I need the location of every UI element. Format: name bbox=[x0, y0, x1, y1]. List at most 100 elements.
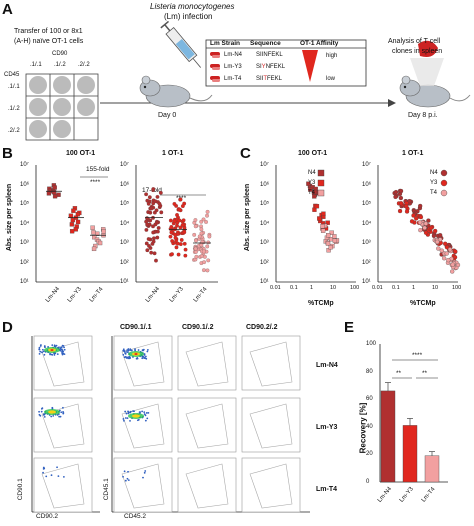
panel-e-sig-left: ** bbox=[396, 370, 402, 377]
panel-c-point bbox=[325, 241, 331, 246]
panel-c-point bbox=[398, 195, 404, 201]
panel-b-point bbox=[177, 207, 182, 212]
panel-b-point bbox=[148, 210, 153, 215]
panel-b-ytick-left: 10¹ bbox=[20, 279, 29, 285]
panel-c-ytick-right: 10³ bbox=[362, 240, 371, 246]
flow-event bbox=[126, 417, 129, 420]
flow-gate bbox=[185, 403, 229, 449]
flow-event bbox=[127, 351, 129, 354]
panel-c-ytick-right: 10² bbox=[362, 259, 371, 266]
flow-event bbox=[127, 348, 130, 350]
panel-b-point bbox=[151, 187, 156, 191]
panel-b-point bbox=[169, 230, 174, 235]
panel-c-point bbox=[414, 216, 419, 221]
flow-gate bbox=[185, 463, 229, 509]
panel-b-point bbox=[182, 241, 187, 246]
flow-event bbox=[63, 346, 65, 349]
flow-event bbox=[145, 412, 148, 414]
panel-e-ytick: 80 bbox=[366, 368, 373, 375]
flow-plot-frame bbox=[177, 457, 237, 513]
flow-event bbox=[38, 413, 41, 416]
panel-c-point bbox=[332, 234, 337, 239]
panel-b-point bbox=[159, 210, 164, 215]
panel-b-label: B bbox=[2, 145, 13, 162]
panel-b-point bbox=[183, 253, 188, 258]
panel-b-point bbox=[147, 195, 152, 200]
legend-n4-left: N4 bbox=[308, 170, 316, 176]
flow-gate bbox=[41, 341, 85, 387]
panel-b-point bbox=[144, 192, 149, 197]
flow-event bbox=[143, 411, 146, 414]
flow-event bbox=[56, 466, 58, 469]
panel-c-point bbox=[398, 201, 404, 206]
panel-b-point bbox=[145, 198, 150, 203]
panel-b-ytick-left: 10² bbox=[20, 259, 29, 266]
flow-event bbox=[63, 348, 66, 351]
mouse-day0-icon bbox=[139, 75, 213, 108]
panel-c-point bbox=[404, 204, 409, 209]
panel-e-label: E bbox=[344, 319, 355, 336]
flow-event bbox=[122, 348, 125, 351]
infection-text-2: (Lm) infection bbox=[164, 12, 213, 21]
panel-d-xaxis-left: CD90.2 bbox=[36, 513, 59, 520]
panel-b-point bbox=[201, 249, 206, 254]
panel-b-point bbox=[193, 246, 198, 251]
panel-c-point bbox=[308, 187, 313, 192]
panel-b-point bbox=[181, 218, 186, 223]
panel-b-point bbox=[182, 230, 187, 235]
panel-c-point bbox=[306, 181, 311, 186]
panel-c-ytick-right: 10⁷ bbox=[362, 162, 371, 168]
panel-b-point bbox=[204, 220, 208, 224]
flow-event bbox=[123, 419, 125, 422]
panel-b-point bbox=[69, 229, 75, 234]
panel-d-col-title-3: CD90.2/.2 bbox=[246, 324, 278, 331]
panel-b-point bbox=[199, 219, 204, 224]
panel-c-ytick-left: 10⁴ bbox=[260, 220, 270, 227]
panel-e-bar bbox=[424, 455, 440, 483]
panel-c-ytick-right: 10⁴ bbox=[362, 220, 372, 227]
grid-col-label-2: .1/.2 bbox=[54, 62, 66, 68]
panel-b-point bbox=[207, 234, 212, 239]
panel-b-point bbox=[153, 222, 158, 227]
panel-b-point bbox=[145, 222, 150, 227]
panel-c-point bbox=[426, 218, 431, 223]
panel-b-point bbox=[177, 218, 182, 223]
panel-a-label: A bbox=[2, 1, 13, 18]
panel-c-point bbox=[417, 220, 423, 225]
legend-t4-left: T4 bbox=[308, 190, 316, 196]
flow-event bbox=[129, 411, 132, 414]
flow-event bbox=[50, 415, 53, 418]
panel-b-point bbox=[193, 218, 198, 222]
flow-gate bbox=[41, 403, 85, 449]
flow-event bbox=[146, 350, 149, 353]
panel-b-point bbox=[194, 238, 198, 243]
panel-b-point bbox=[69, 222, 75, 227]
flow-event bbox=[127, 470, 129, 473]
flow-event bbox=[134, 348, 136, 351]
flow-event bbox=[129, 357, 131, 359]
flow-density bbox=[134, 353, 138, 355]
flow-event bbox=[128, 355, 131, 358]
panel-b-point bbox=[90, 225, 95, 230]
panel-d-label: D bbox=[2, 319, 13, 336]
panel-b-point bbox=[178, 197, 183, 202]
flow-event bbox=[53, 352, 56, 355]
panel-c-legend-right bbox=[440, 169, 448, 197]
panel-e-ytick: 20 bbox=[366, 451, 373, 458]
panel-c-ytick-left: 10⁶ bbox=[260, 181, 270, 188]
panel-b-point bbox=[52, 194, 58, 199]
flow-event bbox=[50, 474, 53, 477]
panel-b-point bbox=[153, 199, 158, 204]
flow-event bbox=[58, 415, 61, 418]
flow-event bbox=[126, 349, 129, 352]
flow-event bbox=[124, 417, 127, 419]
panel-c-label: C bbox=[240, 145, 251, 162]
panel-b-point bbox=[168, 218, 173, 223]
panel-b-point bbox=[70, 217, 75, 223]
panel-b-point bbox=[154, 258, 158, 263]
affinity-high: high bbox=[326, 53, 338, 59]
panel-e-ytick: 60 bbox=[366, 396, 373, 403]
flow-event bbox=[38, 352, 41, 355]
